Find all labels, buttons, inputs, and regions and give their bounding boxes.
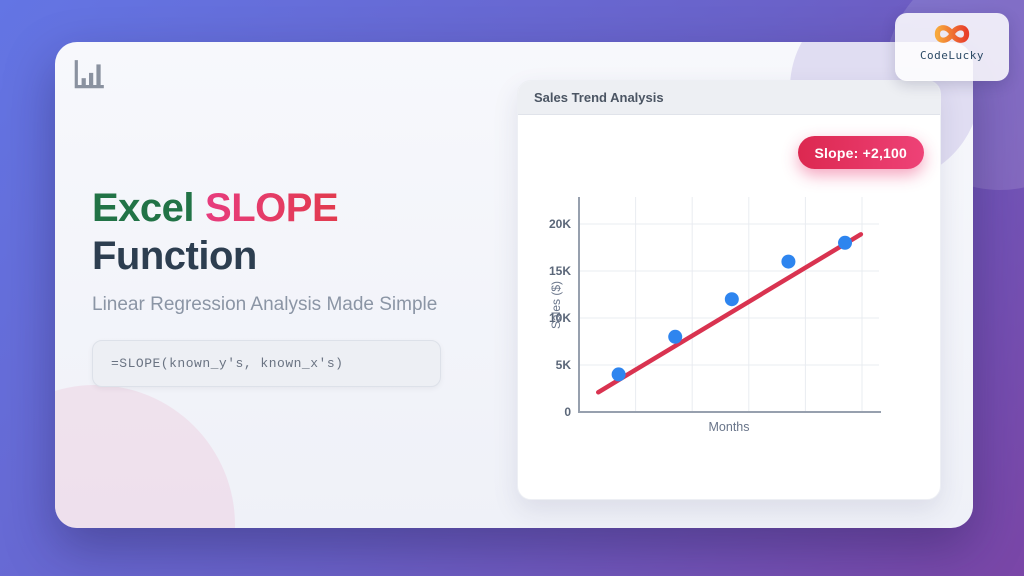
hero-section: Excel SLOPE Function Linear Regression An… (92, 184, 522, 387)
formula-box: =SLOPE(known_y's, known_x's) (92, 340, 441, 387)
slope-badge-label: Slope: +2,100 (814, 144, 907, 161)
trend-line (595, 232, 864, 395)
slope-badge: Slope: +2,100 (797, 136, 924, 169)
infinity-icon (934, 25, 970, 43)
pink-decor-circle (55, 385, 235, 528)
chart-card: Sales Trend Analysis Slope: +2,100 0 5K 10… (517, 80, 941, 500)
page-subtitle: Linear Regression Analysis Made Simple (92, 294, 438, 315)
sales-chart: 0 5K 10K 15K 20K Months Sales ($) (549, 197, 881, 434)
chart-title: Sales Trend Analysis (534, 90, 664, 105)
y-axis-label: Sales ($) (549, 281, 563, 329)
main-card: Excel SLOPE Function Linear Regression An… (55, 42, 973, 528)
y-tick-label: 20K (549, 217, 571, 231)
data-point (781, 254, 796, 269)
y-tick-label: 15K (549, 264, 571, 278)
page-title: Excel SLOPE Function (92, 184, 522, 280)
x-axis-label: Months (709, 420, 750, 434)
formula-text: =SLOPE(known_y's, known_x's) (111, 356, 344, 371)
bar-chart-icon (74, 60, 104, 89)
title-function: Function (92, 234, 257, 278)
title-slope: SLOPE (205, 186, 339, 230)
data-point (724, 292, 739, 307)
chart-card-header: Sales Trend Analysis (518, 81, 940, 115)
y-tick-label: 0 (564, 405, 571, 419)
y-tick-label: 5K (556, 358, 572, 372)
y-tick-label: 10K (549, 311, 571, 325)
data-point (838, 235, 853, 250)
title-excel: Excel (92, 186, 195, 230)
data-point (668, 329, 683, 344)
brand-badge: CodeLucky (895, 13, 1009, 81)
data-point (611, 367, 626, 382)
brand-name: CodeLucky (919, 49, 985, 62)
